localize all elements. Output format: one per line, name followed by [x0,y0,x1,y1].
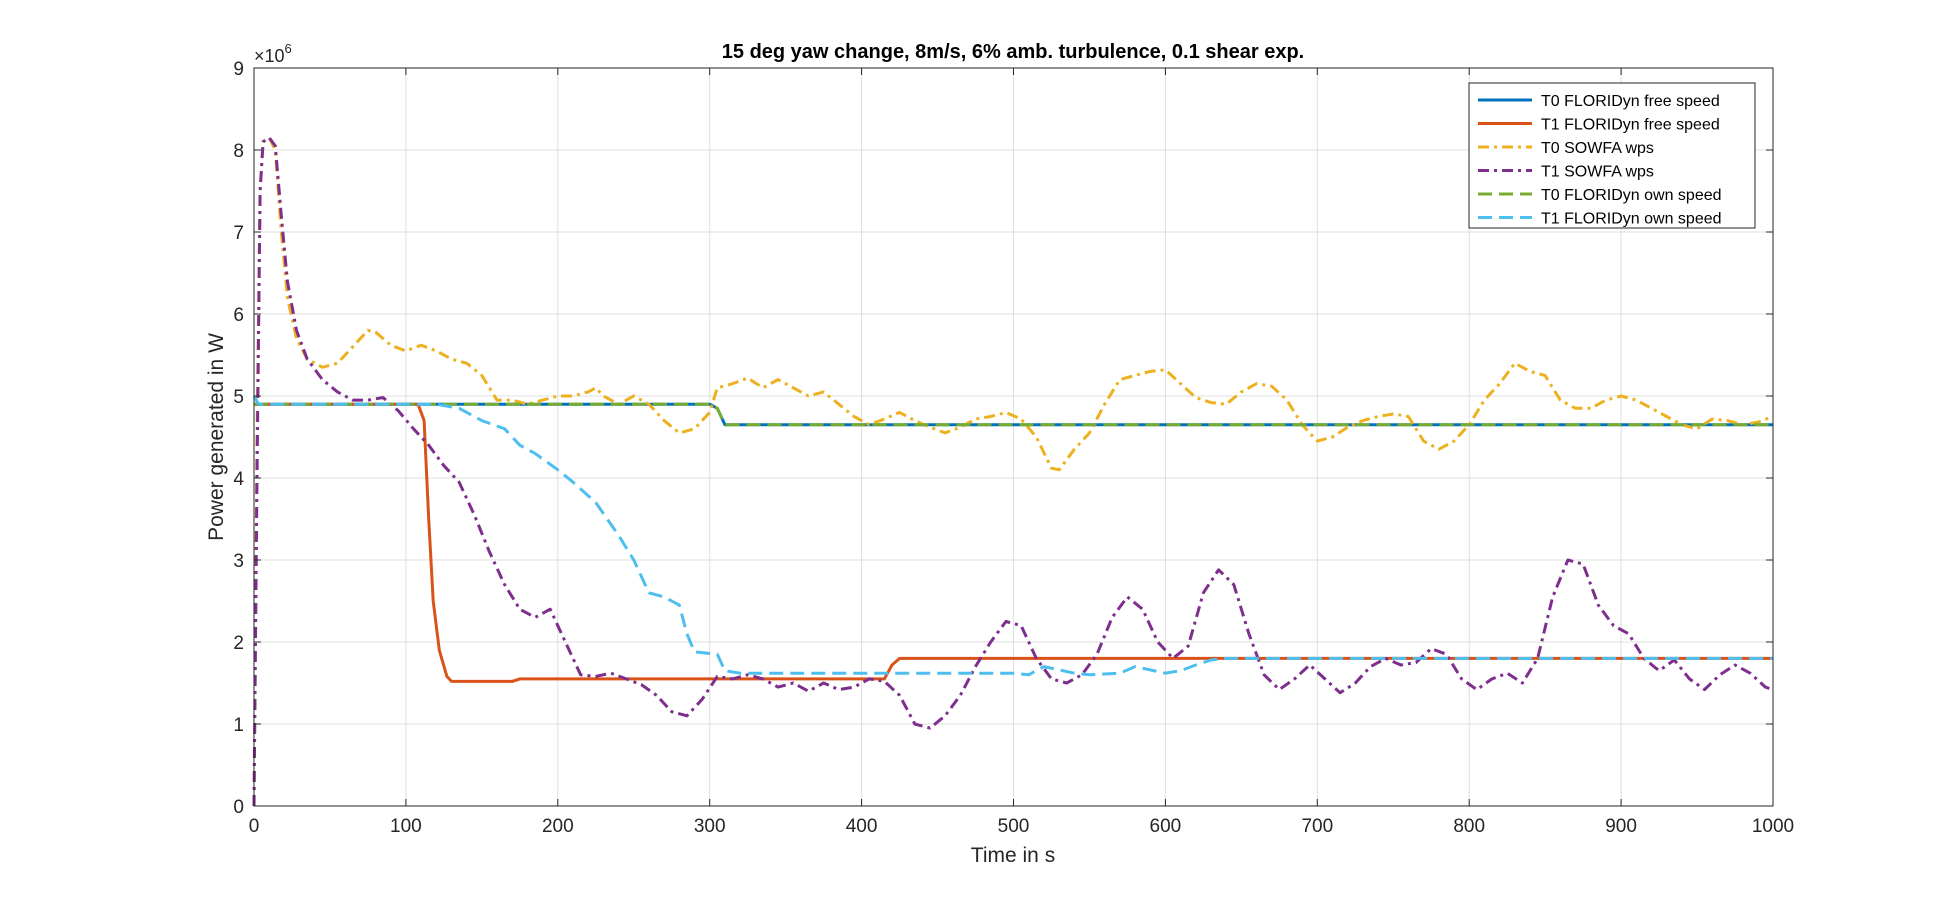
y-tick-label: 7 [233,223,244,244]
series-layer [252,136,1774,807]
x-tick-label: 200 [542,816,574,837]
legend-label-3: T0 SOWFA wps [1541,140,1654,157]
x-tick-label: 400 [846,816,878,837]
y-tick-label: 4 [233,469,244,490]
series-line-5 [254,402,1773,427]
y-axis-label: Power generated in W [205,333,228,541]
series-line-4 [252,136,1774,807]
x-tick-label: 600 [1150,816,1182,837]
y-exponent-value: 6 [285,41,292,56]
legend-label-5: T0 FLORIDyn own speed [1541,187,1722,204]
legend: T0 FLORIDyn free speed T1 FLORIDyn free s… [1468,82,1756,229]
x-tick-label: 800 [1453,816,1485,837]
legend-label-4: T1 SOWFA wps [1541,164,1654,181]
legend-label-2: T1 FLORIDyn free speed [1541,117,1720,134]
legend-box [1468,82,1756,229]
y-tick-label: 0 [233,797,244,818]
y-tick-label: 6 [233,305,244,326]
y-tick-label: 8 [233,141,244,162]
legend-label-1: T0 FLORIDyn free speed [1541,93,1720,110]
x-tick-label: 900 [1605,816,1637,837]
y-tick-label: 3 [233,551,244,572]
y-exponent-prefix: ×10 [254,46,285,66]
y-tick-label: 2 [233,633,244,654]
ticks: 0 100 200 300 400 500 600 700 800 900 1000 0 1 2 3 4 5 6 7… [233,59,1794,837]
y-tick-label: 5 [233,387,244,408]
x-axis-label: Time in s [971,844,1055,867]
y-tick-label: 9 [233,59,244,80]
series-line-6 [252,395,1773,677]
x-tick-label: 300 [694,816,726,837]
x-tick-label: 500 [998,816,1030,837]
x-tick-label: 1000 [1752,816,1794,837]
x-tick-label: 0 [249,816,260,837]
x-tick-label: 100 [390,816,422,837]
y-exponent-label: ×106 [254,41,292,66]
series-line-2 [254,402,1773,683]
y-tick-label: 1 [233,715,244,736]
legend-label-6: T1 FLORIDyn own speed [1541,211,1722,228]
chart-title: 15 deg yaw change, 8m/s, 6% amb. turbule… [722,41,1304,63]
x-tick-label: 700 [1301,816,1333,837]
